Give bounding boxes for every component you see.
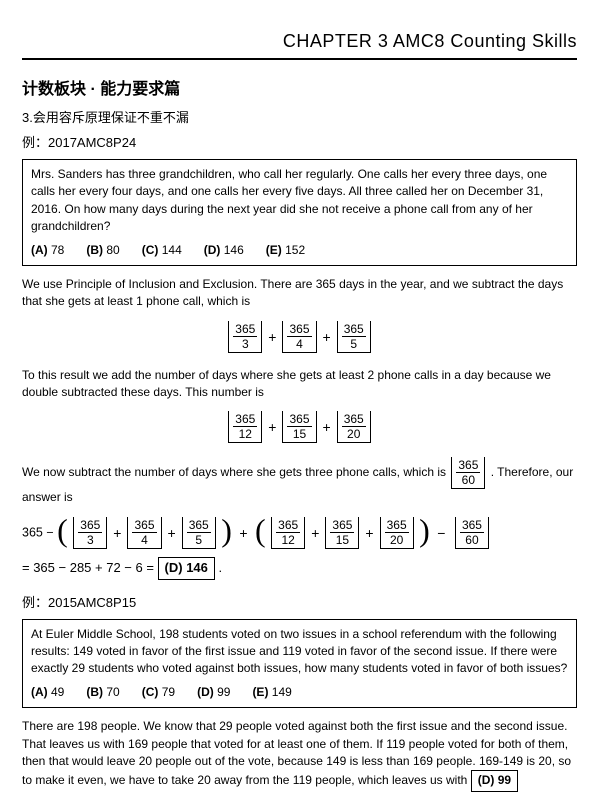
answer-box-1: (D) 146 <box>158 557 215 580</box>
floor-term: 36515 <box>282 411 316 443</box>
result-line: = 365 − 285 + 72 − 6 = (D) 146 . <box>22 557 577 580</box>
plus-icon: + <box>323 327 331 347</box>
plus-icon: + <box>323 417 331 437</box>
plus-icon: + <box>239 523 247 543</box>
paren-close: ) <box>419 521 430 540</box>
solution1-p3: We now subtract the number of days where… <box>22 457 577 506</box>
example1-label: 例：2017AMC8P24 <box>22 134 577 153</box>
result-prefix: = 365 − 285 + 72 − 6 = <box>22 560 158 575</box>
result-suffix: . <box>219 560 223 575</box>
long-expression: 365 − ( 3653 +3654 +3655 ) + ( 36512 +36515… <box>22 517 577 549</box>
plus-icon: + <box>268 327 276 347</box>
minus-icon: − <box>437 523 445 543</box>
floor-sum-2: 36512 +36515 +36520 <box>22 411 577 443</box>
floor-term: 3653 <box>228 321 262 353</box>
choice: (C) 79 <box>142 684 175 701</box>
floor-term: 3654 <box>282 321 316 353</box>
problem2-text: At Euler Middle School, 198 students vot… <box>31 626 568 678</box>
floor-term: 36560 <box>451 457 485 489</box>
floor-term: 3653 <box>73 517 107 549</box>
paren-close: ) <box>221 521 232 540</box>
section-subpoint: 3.会用容斥原理保证不重不漏 <box>22 109 577 128</box>
choice: (B) 70 <box>86 684 119 701</box>
solution1-p2: To this result we add the number of days… <box>22 367 577 402</box>
plus-icon: + <box>365 523 373 543</box>
floor-term: 36515 <box>325 517 359 549</box>
choice: (C) 144 <box>142 242 182 259</box>
floor-term: 3655 <box>337 321 371 353</box>
floor-term: 36512 <box>228 411 262 443</box>
expr-prefix: 365 − <box>22 525 54 539</box>
problem2-choices: (A) 49 (B) 70 (C) 79 (D) 99 (E) 149 <box>31 684 568 701</box>
choice: (D) 146 <box>204 242 244 259</box>
paren-open: ( <box>255 521 266 540</box>
floor-term: 36520 <box>380 517 414 549</box>
section-title: 计数板块 · 能力要求篇 <box>22 78 577 101</box>
plus-icon: + <box>113 523 121 543</box>
chapter-header: CHAPTER 3 AMC8 Counting Skills <box>22 28 577 60</box>
problem1-text: Mrs. Sanders has three grandchildren, wh… <box>31 166 568 236</box>
problem-box-2: At Euler Middle School, 198 students vot… <box>22 619 577 709</box>
floor-term: 36560 <box>455 517 489 549</box>
choice: (A) 78 <box>31 242 64 259</box>
floor-term: 3655 <box>182 517 216 549</box>
paren-open: ( <box>57 521 68 540</box>
solution1-p3a: We now subtract the number of days where… <box>22 466 449 480</box>
floor-term: 36520 <box>337 411 371 443</box>
plus-icon: + <box>168 523 176 543</box>
choice: (E) 149 <box>252 684 291 701</box>
choice: (B) 80 <box>86 242 119 259</box>
problem-box-1: Mrs. Sanders has three grandchildren, wh… <box>22 159 577 266</box>
floor-sum-1: 3653 +3654 +3655 <box>22 321 577 353</box>
choice: (A) 49 <box>31 684 64 701</box>
solution1-p1: We use Principle of Inclusion and Exclus… <box>22 276 577 311</box>
answer-box-2: (D) 99 <box>471 770 518 791</box>
problem1-choices: (A) 78 (B) 80 (C) 144 (D) 146 (E) 152 <box>31 242 568 259</box>
floor-term: 36512 <box>271 517 305 549</box>
choice: (D) 99 <box>197 684 230 701</box>
plus-icon: + <box>311 523 319 543</box>
choice: (E) 152 <box>266 242 305 259</box>
solution2: There are 198 people. We know that 29 pe… <box>22 718 577 792</box>
floor-term: 3654 <box>127 517 161 549</box>
plus-icon: + <box>268 417 276 437</box>
example2-label: 例：2015AMC8P15 <box>22 594 577 613</box>
